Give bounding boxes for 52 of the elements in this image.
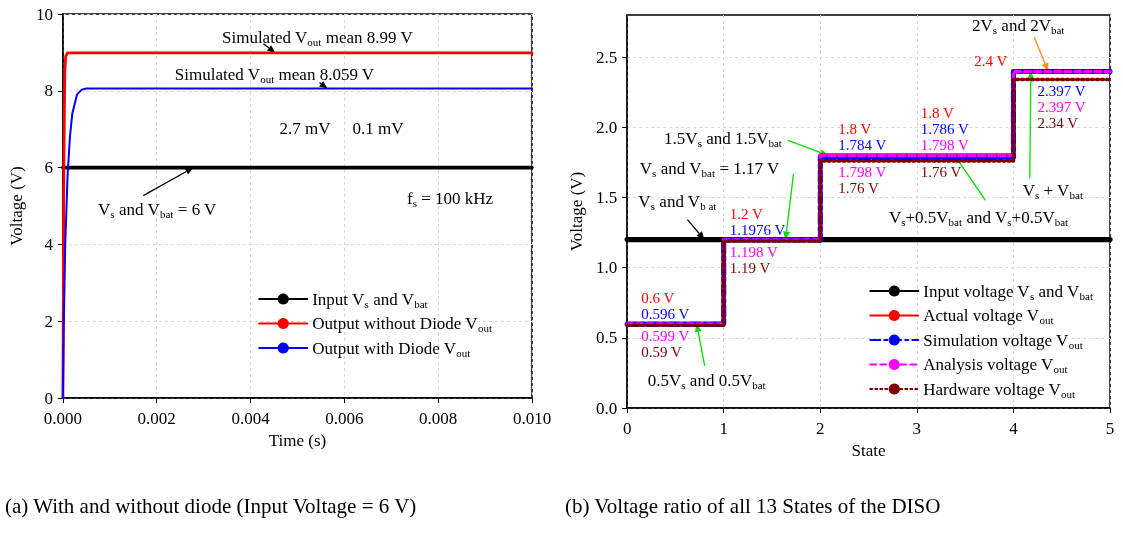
- y-tick-label: 0.0: [595, 398, 618, 418]
- y-tick-label: 4: [44, 234, 54, 254]
- y-tick-label: 0: [44, 388, 53, 408]
- data-label: 1.19 V: [729, 259, 771, 276]
- data-label: 2.4 V: [974, 53, 1008, 70]
- x-tick-label: 5: [1105, 419, 1115, 438]
- x-tick-label: 3: [912, 419, 922, 438]
- annotation: 2.7 mV: [279, 118, 332, 138]
- y-axis-title: Voltage (V): [567, 171, 586, 252]
- data-label: 1.2 V: [729, 205, 763, 222]
- text: (b) Voltage ratio of all 13 States of the DISO: [565, 493, 941, 518]
- y-tick-label: 1.5: [595, 187, 618, 207]
- y-tick-label: 1.0: [595, 258, 618, 278]
- x-tick-label: 0.000: [43, 409, 83, 428]
- data-label: 1.786 V: [920, 121, 970, 138]
- y-tick-label: 2.5: [595, 47, 618, 67]
- x-tick-label: 4: [1009, 419, 1019, 438]
- x-tick-label: 1: [719, 419, 728, 438]
- data-label: 0.596 V: [641, 305, 690, 322]
- data-label: 2.34 V: [1037, 114, 1079, 131]
- data-label: 0.6 V: [641, 289, 675, 306]
- x-tick-label: 0.008: [419, 409, 458, 428]
- y-tick-label: 10: [35, 4, 53, 24]
- x-tick-label: 0.006: [325, 409, 364, 428]
- data-label: 1.798 V: [838, 163, 887, 180]
- x-tick-label: 0: [622, 419, 632, 438]
- y-tick-label: 2.0: [595, 117, 618, 137]
- data-label: 0.59 V: [641, 344, 682, 361]
- x-tick-label: 0.010: [512, 409, 552, 428]
- y-axis-title: Voltage (V): [7, 166, 26, 246]
- data-label: 1.76 V: [920, 163, 962, 180]
- y-tick-label: 0.5: [595, 328, 618, 348]
- x-axis-title: Time (s): [268, 430, 327, 450]
- x-tick-label: 0.002: [137, 409, 176, 428]
- data-label: 1.798 V: [920, 137, 970, 154]
- data-label: 1.8 V: [838, 121, 872, 138]
- text: (a) With and without diode (Input Voltage = 6 V): [5, 493, 417, 518]
- x-tick-label: 0.004: [231, 409, 271, 428]
- x-tick-label: 2: [816, 419, 825, 438]
- y-tick-label: 6: [44, 158, 53, 178]
- data-label: 1.784 V: [838, 137, 887, 154]
- annotation: 0.1 mV: [352, 118, 405, 138]
- y-tick-label: 8: [44, 81, 53, 101]
- data-label: 1.198 V: [729, 243, 778, 260]
- data-label: 2.397 V: [1037, 98, 1086, 115]
- data-label: 1.1976 V: [729, 221, 786, 238]
- data-label: 0.599 V: [641, 328, 690, 345]
- x-axis-title: State: [851, 440, 886, 460]
- y-tick-label: 2: [44, 311, 53, 331]
- data-label: 2.397 V: [1037, 82, 1086, 99]
- data-label: 1.76 V: [838, 179, 880, 196]
- data-label: 1.8 V: [920, 105, 955, 122]
